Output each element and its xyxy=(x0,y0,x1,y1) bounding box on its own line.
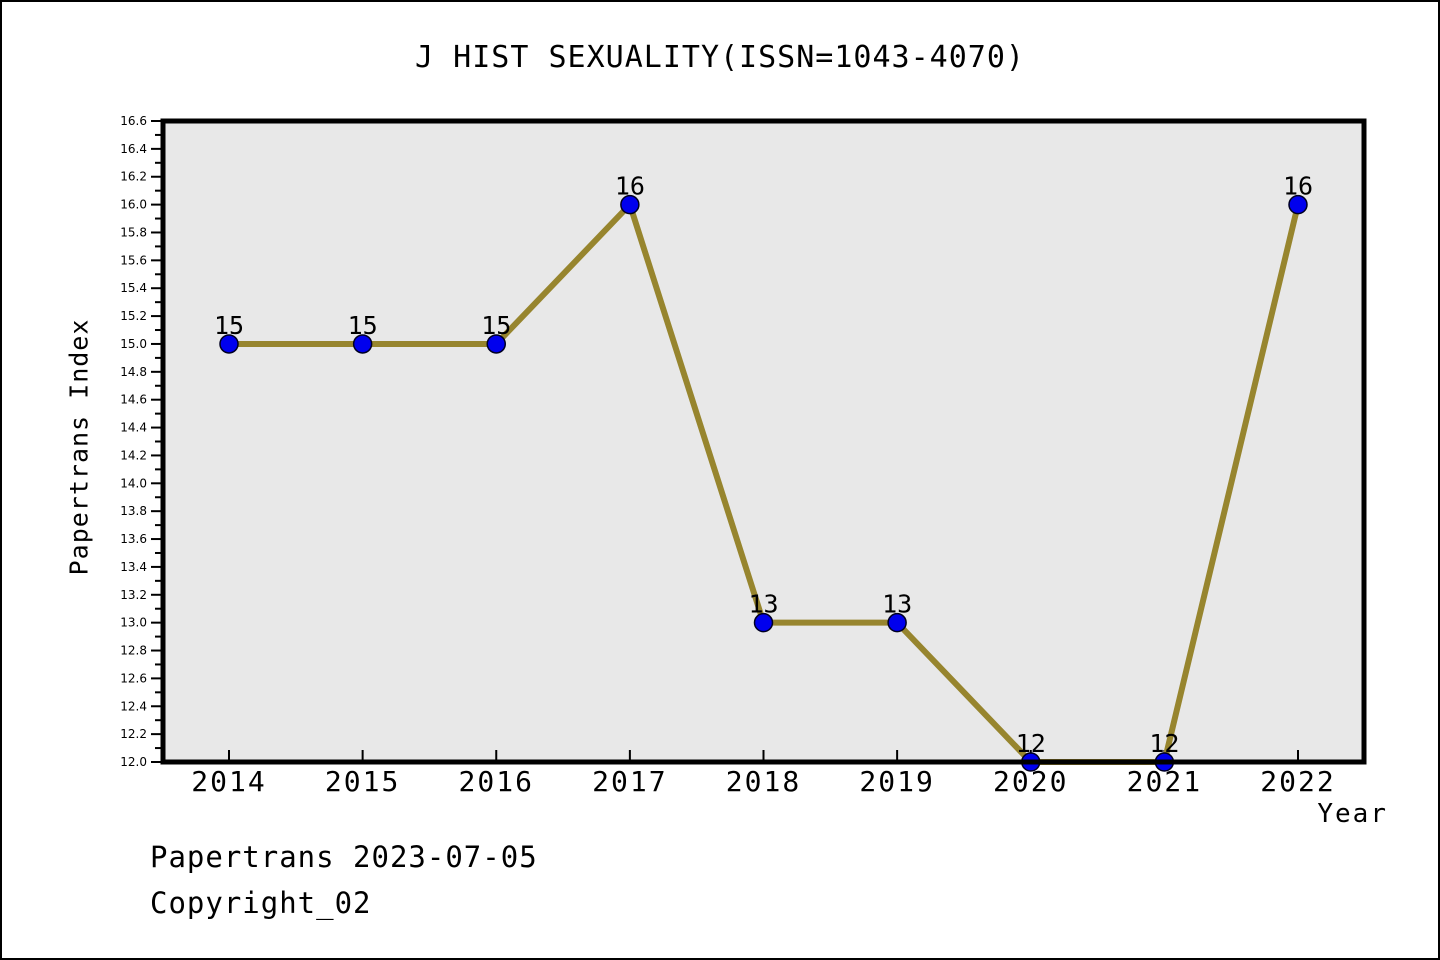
plot-border xyxy=(160,118,1367,765)
x-tick-label: 2019 xyxy=(859,765,934,798)
y-tick-label: 14.4 xyxy=(120,421,147,435)
point-value-label: 12 xyxy=(1149,729,1179,758)
y-tick-label: 14.2 xyxy=(120,448,147,462)
y-tick-label: 12.2 xyxy=(120,727,147,741)
data-point xyxy=(486,334,506,354)
x-axis-title: Year xyxy=(1317,799,1388,829)
point-value-label: 16 xyxy=(1283,172,1313,201)
y-tick-label: 12.8 xyxy=(120,644,147,658)
y-tick-label: 12.4 xyxy=(120,699,147,713)
y-tick-label: 14.0 xyxy=(120,476,147,490)
x-tick-label: 2022 xyxy=(1260,765,1335,798)
y-tick-label: 13.6 xyxy=(120,532,147,546)
data-point xyxy=(620,194,640,215)
y-tick-label: 14.8 xyxy=(120,365,147,379)
y-tick-label: 15.2 xyxy=(120,309,147,323)
y-tick-label: 12.0 xyxy=(120,755,147,769)
x-tick-label: 2014 xyxy=(191,765,266,798)
point-value-label: 12 xyxy=(1016,729,1046,758)
y-tick-label: 16.4 xyxy=(120,142,147,156)
y-tick-label: 12.6 xyxy=(120,671,147,685)
data-point xyxy=(753,612,774,633)
footer-date: Papertrans 2023-07-05 xyxy=(150,840,538,874)
point-value-label: 15 xyxy=(214,311,244,340)
chart-title: J HIST SEXUALITY(ISSN=1043-4070) xyxy=(415,40,1025,75)
y-tick-label: 13.8 xyxy=(120,504,147,518)
data-point xyxy=(887,612,907,633)
y-tick-label: 14.6 xyxy=(120,393,147,407)
data-point xyxy=(219,334,239,354)
data-point xyxy=(1288,194,1308,215)
y-tick-label: 13.4 xyxy=(120,560,147,574)
x-tick-label: 2015 xyxy=(325,765,400,798)
point-value-label: 15 xyxy=(348,311,378,340)
point-value-label: 13 xyxy=(748,590,778,619)
x-tick-label: 2018 xyxy=(726,765,801,798)
y-tick-label: 16.6 xyxy=(120,114,147,128)
x-tick-label: 2016 xyxy=(459,765,534,798)
point-value-label: 15 xyxy=(481,311,511,340)
data-point xyxy=(352,334,373,354)
y-tick-label: 13.2 xyxy=(120,588,147,602)
point-value-label: 16 xyxy=(615,172,645,201)
x-tick-label: 2017 xyxy=(592,765,667,798)
y-tick-label: 15.6 xyxy=(120,253,147,267)
y-tick-label: 15.0 xyxy=(120,337,147,351)
plot-background xyxy=(163,121,1364,762)
point-value-label: 13 xyxy=(882,590,912,619)
y-tick-label: 15.4 xyxy=(120,281,147,295)
y-tick-label: 13.0 xyxy=(120,616,147,630)
y-tick-label: 16.2 xyxy=(120,170,147,184)
y-tick-label: 16.0 xyxy=(120,198,147,212)
footer-copyright: Copyright_02 xyxy=(150,886,372,920)
y-tick-label: 15.8 xyxy=(120,225,147,239)
